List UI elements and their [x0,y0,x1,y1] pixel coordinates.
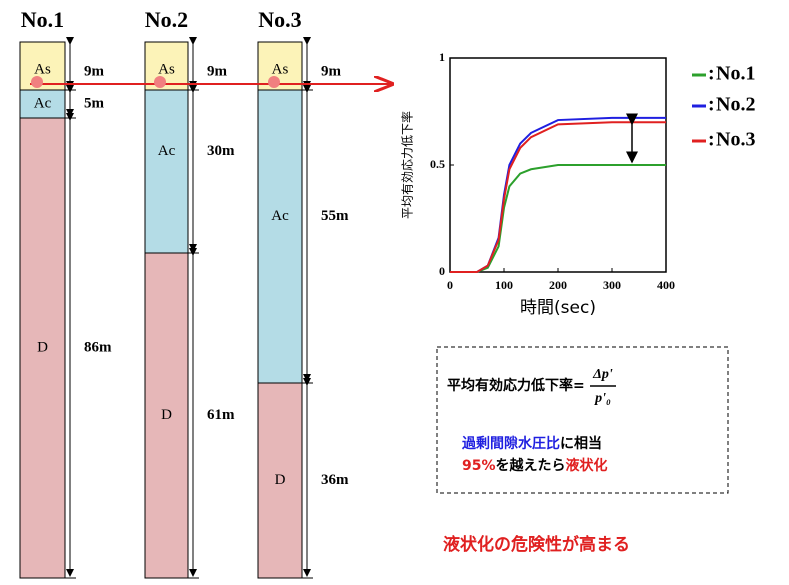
soil-layer [257,89,303,384]
point [268,76,280,88]
x-tick-label: 0 [447,278,453,292]
legend-colon: : [708,94,715,116]
layer-name: D [161,407,172,423]
y-axis-label: 平均有効応力低下率 [400,111,415,219]
layer-name: As [34,61,51,77]
thickness-label: 55m [321,208,349,224]
legend-label: No.1 [716,63,755,85]
layer-name: As [272,61,289,77]
formula-lhs: 平均有効応力低下率= [447,377,585,394]
column-title: No.1 [21,7,64,32]
point [154,76,166,88]
column-title: No.3 [258,7,301,32]
thickness-label: 61m [207,407,235,423]
text: を越えたら [496,457,566,474]
highlight: 過剰間隙水圧比 [461,435,560,452]
series-line [450,164,666,273]
x-axis-label: 時間(sec) [520,298,596,318]
formula-denominator: p'₀ [594,391,611,406]
highlight: 95% [462,458,496,474]
soil-columns: No.1 As 9m Ac 5m D 86m No.2 As 9m Ac 30m D 61m No.3 As 9… [19,7,349,579]
legend-label: No.3 [716,129,755,151]
thickness-label: 36m [321,472,349,488]
soil-layer [144,89,189,254]
point [31,76,43,88]
y-tick-label: 1 [439,50,445,64]
series-line [450,116,666,273]
layer-name: Ac [158,143,176,159]
thickness-label: 9m [84,63,105,79]
layer-name: Ac [271,208,289,224]
thickness-label: 9m [321,63,342,79]
text: に相当 [560,435,602,452]
layer-name: Ac [34,95,52,111]
soil-layer [144,252,189,579]
y-tick-label: 0 [439,264,445,278]
layer-name: D [275,472,286,488]
soil-layer [144,41,189,91]
x-tick-label: 300 [603,278,621,292]
soil-layer [19,117,66,579]
x-tick-label: 400 [657,278,675,292]
thickness-label: 9m [207,63,228,79]
legend-label: No.2 [716,94,755,116]
legend-colon: : [708,63,715,85]
series-line [450,121,666,273]
layer-name: D [37,339,48,355]
highlight: 液状化 [566,457,608,474]
soil-layer [257,382,303,579]
column-title: No.2 [145,7,188,32]
formula-line1: 過剰間隙水圧比に相当 [461,435,602,452]
formula-numerator: Δp' [592,367,613,382]
soil-layer [19,89,66,119]
layer-name: As [158,61,175,77]
thickness-label: 86m [84,339,112,355]
x-tick-label: 100 [495,278,513,292]
conclusion: 液状化の危険性が高まる [443,534,630,555]
formula-line2: 95%を越えたら液状化 [462,457,608,474]
legend-colon: : [708,129,715,151]
thickness-label: 5m [84,95,105,111]
y-tick-label: 0.5 [430,157,445,171]
thickness-label: 30m [207,143,235,159]
formula-box [436,346,729,494]
x-tick-label: 200 [549,278,567,292]
